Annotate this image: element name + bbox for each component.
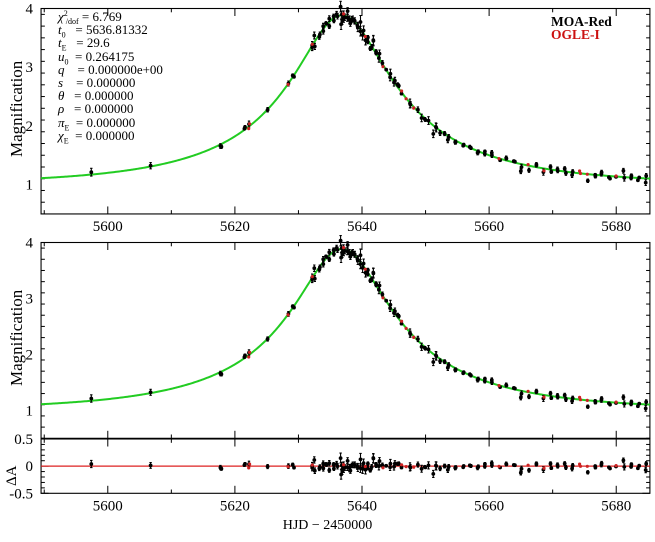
svg-text:2: 2 (26, 119, 34, 135)
svg-text:5660: 5660 (474, 498, 504, 514)
svg-text:5680: 5680 (601, 219, 631, 235)
svg-text:0: 0 (26, 459, 34, 475)
svg-text:5600: 5600 (93, 498, 123, 514)
svg-text:0.5: 0.5 (14, 432, 33, 448)
svg-text:Magnification: Magnification (7, 289, 26, 386)
svg-text:3: 3 (26, 291, 34, 307)
svg-text:1: 1 (26, 178, 34, 194)
svg-text:5660: 5660 (474, 219, 504, 235)
svg-text:5680: 5680 (601, 498, 631, 514)
svg-text:5600: 5600 (93, 219, 123, 235)
svg-text:2: 2 (26, 347, 34, 363)
svg-text:5620: 5620 (220, 498, 250, 514)
svg-text:5640: 5640 (347, 219, 377, 235)
svg-text:5620: 5620 (220, 219, 250, 235)
svg-text:ΔA: ΔA (4, 465, 20, 486)
svg-text:4: 4 (26, 236, 34, 252)
svg-text:5640: 5640 (347, 498, 377, 514)
svg-text:4: 4 (26, 2, 34, 18)
svg-text:1: 1 (26, 403, 34, 419)
svg-text:Magnification: Magnification (7, 60, 26, 157)
svg-text:3: 3 (26, 60, 34, 76)
svg-text:-0.5: -0.5 (9, 486, 33, 502)
